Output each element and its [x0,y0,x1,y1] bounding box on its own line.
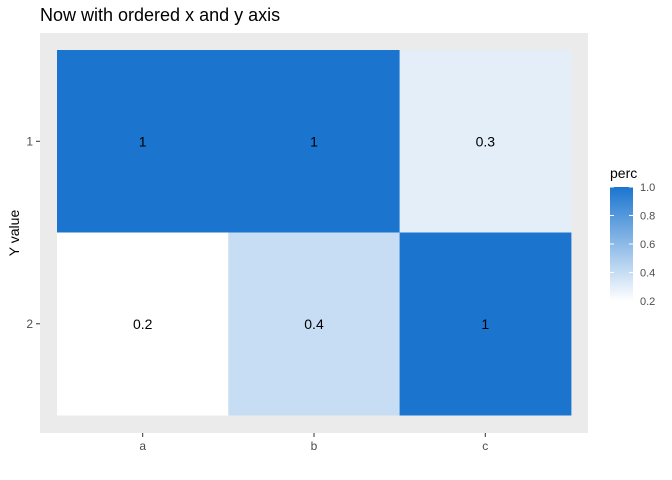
y-axis: 12 [26,134,40,331]
heatmap-cell-label: 0.4 [304,316,324,332]
legend: perc 0.2 0.4 0.6 0.8 1.0 [610,165,655,308]
x-axis-tick-label: c [482,439,488,453]
x-axis-tick-label: b [311,439,318,453]
heatmap-cell-label: 1 [481,316,489,332]
heatmap-cell [399,232,572,416]
heatmap-cell-label: 0.2 [133,316,153,332]
chart-title: Now with ordered x and y axis [40,5,280,25]
legend-colorbar [610,187,633,301]
legend-title: perc [610,165,637,181]
heatmap-cell-labels: 1 1 0.3 0.2 0.4 1 [133,133,495,331]
heatmap-cell [57,232,229,416]
heatmap-cell [228,232,401,416]
heatmap-cell-label: 1 [310,133,318,149]
heatmap-cell [399,50,572,233]
legend-tick-label: 0.2 [640,296,655,308]
heatmap-cell [228,50,401,233]
y-axis-tick-label: 1 [26,134,33,148]
heatmap-cell [57,50,229,233]
legend-tick-label: 1.0 [640,182,655,194]
x-axis: a b c [139,433,488,453]
legend-tick-label: 0.6 [640,239,655,251]
legend-tick-label: 0.4 [640,268,655,280]
y-axis-tick-label: 2 [26,317,33,331]
legend-ticks: 0.2 0.4 0.6 0.8 1.0 [610,182,655,308]
heatmap-cells [57,50,572,416]
heatmap-cell-label: 0.3 [476,133,496,149]
y-axis-title: Y value [6,210,22,257]
heatmap-cell-label: 1 [139,133,147,149]
legend-tick-label: 0.8 [640,211,655,223]
x-axis-tick-label: a [139,439,146,453]
